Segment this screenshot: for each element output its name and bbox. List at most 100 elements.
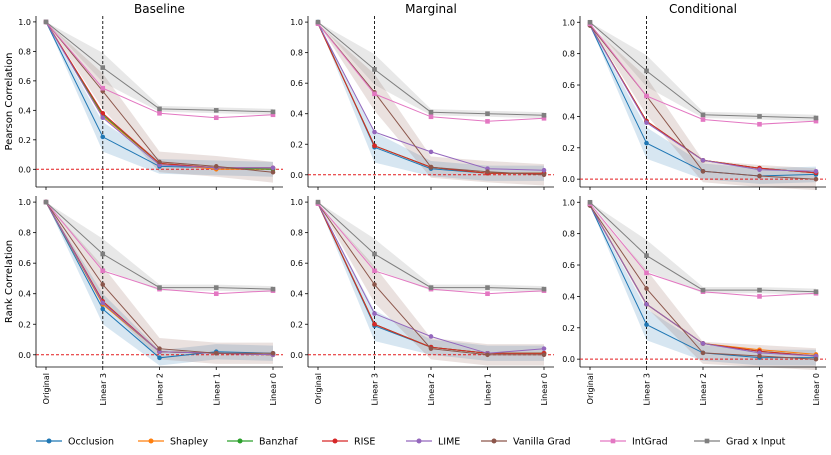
- series-point-lime: [100, 115, 106, 121]
- series-point-lime: [700, 158, 706, 163]
- series-point-grad-x-input: [428, 109, 434, 115]
- x-tick-label: Linear 2: [156, 373, 165, 406]
- panel-1-2: 0.0 0.2 0.4 0.6 0.8 1.0 Original Linear 3 Linear…: [562, 196, 826, 406]
- series-point-vanilla-grad: [700, 350, 706, 356]
- series-point-grad-x-input: [700, 112, 706, 118]
- legend-marker: [237, 438, 243, 444]
- series-point-vanilla-grad: [428, 164, 434, 170]
- series-point-intgrad: [213, 115, 219, 121]
- row-ylabel: Rank Correlation: [4, 240, 15, 323]
- series-point-vanilla-grad: [757, 353, 762, 359]
- band-grad-x-input: [46, 202, 273, 293]
- legend-marker: [704, 438, 710, 444]
- legend-label: Vanilla Grad: [513, 437, 570, 448]
- band-vanilla-grad: [46, 21, 273, 183]
- legend-label: LIME: [438, 437, 460, 448]
- y-tick-label: 0.4: [290, 110, 303, 119]
- series-point-grad-x-input: [757, 114, 762, 119]
- band-grad-x-input: [46, 21, 273, 115]
- column-title: Marginal: [405, 2, 457, 16]
- series-point-grad-x-input: [43, 19, 49, 25]
- series-point-grad-x-input: [213, 108, 219, 113]
- series-point-intgrad: [100, 85, 106, 91]
- series-point-grad-x-input: [428, 285, 434, 290]
- y-tick-label: 0.4: [562, 292, 575, 301]
- series-point-rise: [372, 143, 377, 149]
- series-point-grad-x-input: [100, 65, 106, 70]
- band-vanilla-grad: [318, 203, 544, 366]
- series-point-grad-x-input: [813, 115, 819, 121]
- y-tick-label: 1.0: [562, 198, 575, 207]
- y-tick-label: 0.4: [18, 290, 31, 299]
- legend-item-shapley: Shapley: [138, 437, 208, 448]
- legend-label: Banzhaf: [259, 437, 298, 448]
- legend-marker: [416, 438, 422, 444]
- series-point-intgrad: [757, 121, 762, 127]
- y-tick-label: 0.2: [290, 140, 303, 149]
- column-title: Baseline: [134, 2, 185, 16]
- x-tick-label: Linear 1: [756, 373, 765, 406]
- legend-marker: [46, 438, 52, 444]
- band-grad-x-input: [318, 22, 544, 119]
- y-tick-label: 1.0: [290, 198, 303, 207]
- series-point-grad-x-input: [541, 286, 547, 292]
- y-tick-label: 0.0: [18, 351, 31, 360]
- series-point-intgrad: [270, 112, 276, 118]
- series-point-intgrad: [813, 118, 819, 124]
- band-grad-x-input: [590, 202, 816, 295]
- x-tick-label: Linear 0: [812, 373, 821, 406]
- series-point-vanilla-grad: [485, 169, 490, 175]
- y-tick-label: 1.0: [18, 198, 31, 207]
- y-tick-label: 0.6: [18, 259, 31, 268]
- y-tick-label: 0.6: [562, 81, 575, 90]
- series-point-vanilla-grad: [485, 352, 490, 358]
- legend-item-banzhaf: Banzhaf: [227, 437, 298, 448]
- series-point-grad-x-input: [213, 285, 219, 290]
- series-point-intgrad: [372, 91, 377, 97]
- legend-label: Occlusion: [68, 437, 114, 448]
- y-tick-label: 0.4: [290, 290, 303, 299]
- x-tick-label: Linear 2: [427, 373, 436, 406]
- series-point-intgrad: [485, 291, 490, 297]
- x-tick-label: Original: [314, 373, 323, 404]
- y-tick-label: 0.0: [290, 351, 303, 360]
- legend-item-lime: LIME: [406, 437, 460, 448]
- series-point-vanilla-grad: [813, 356, 819, 362]
- series-point-grad-x-input: [270, 286, 276, 292]
- panels-group: 0.0 0.2 0.4 0.6 0.8 1.0 Baseline Pearson Correl…: [4, 2, 826, 406]
- y-tick-label: 0.2: [18, 136, 31, 145]
- y-tick-label: 0.6: [562, 261, 575, 270]
- series-point-vanilla-grad: [428, 346, 434, 351]
- y-tick-label: 0.8: [562, 50, 575, 59]
- series-point-lime: [644, 301, 649, 307]
- series-point-occlusion: [157, 355, 162, 361]
- series-point-grad-x-input: [485, 111, 490, 117]
- series-point-grad-x-input: [587, 19, 593, 25]
- panel-1-0: 0.0 0.2 0.4 0.6 0.8 1.0 Original Linear 3 Linear…: [4, 196, 283, 406]
- panel-0-1: 0.0 0.2 0.4 0.6 0.8 1.0 Marginal: [290, 2, 554, 190]
- series-point-occlusion: [100, 134, 106, 140]
- series-point-vanilla-grad: [213, 350, 219, 356]
- series-point-vanilla-grad: [700, 169, 706, 174]
- series-point-intgrad: [541, 115, 547, 121]
- series-point-grad-x-input: [270, 109, 276, 115]
- column-title: Conditional: [669, 2, 737, 16]
- y-tick-label: 0.8: [18, 47, 31, 56]
- series-point-rise: [100, 110, 106, 116]
- y-tick-label: 0.2: [18, 320, 31, 329]
- row-ylabel: Pearson Correlation: [4, 52, 15, 150]
- legend-item-rise: RISE: [322, 437, 375, 448]
- panel-0-2: 0.0 0.2 0.4 0.6 0.8 1.0 Conditional: [562, 2, 826, 191]
- series-point-vanilla-grad: [270, 350, 276, 356]
- series-point-grad-x-input: [644, 253, 649, 258]
- y-tick-label: 0.2: [290, 320, 303, 329]
- series-point-vanilla-grad: [270, 169, 276, 175]
- series-point-grad-x-input: [700, 287, 706, 293]
- legend-marker: [332, 438, 338, 444]
- series-point-lime: [372, 129, 377, 135]
- x-tick-label: Linear 2: [699, 373, 708, 406]
- y-tick-label: 0.0: [18, 165, 31, 174]
- y-tick-label: 1.0: [18, 18, 31, 27]
- series-point-lime: [644, 120, 649, 125]
- series-point-rise: [372, 321, 377, 327]
